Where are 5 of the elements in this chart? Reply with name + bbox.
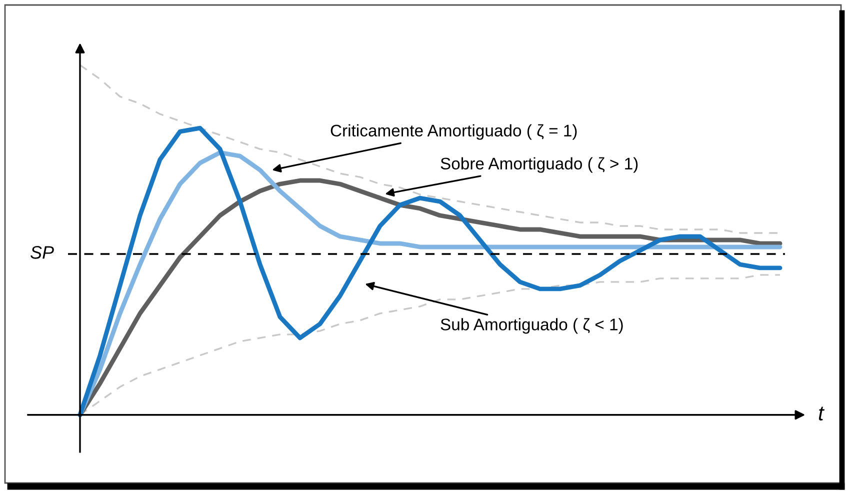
ref-line-label: SP (30, 246, 54, 259)
annotation: Sub Amortiguado ( ζ < 1) (440, 318, 623, 334)
annotation: Criticamente Amortiguado ( ζ = 1) (330, 124, 577, 140)
x-axis-title: t (818, 406, 825, 420)
annotation: Sobre Amortiguado ( ζ > 1) (440, 157, 638, 173)
